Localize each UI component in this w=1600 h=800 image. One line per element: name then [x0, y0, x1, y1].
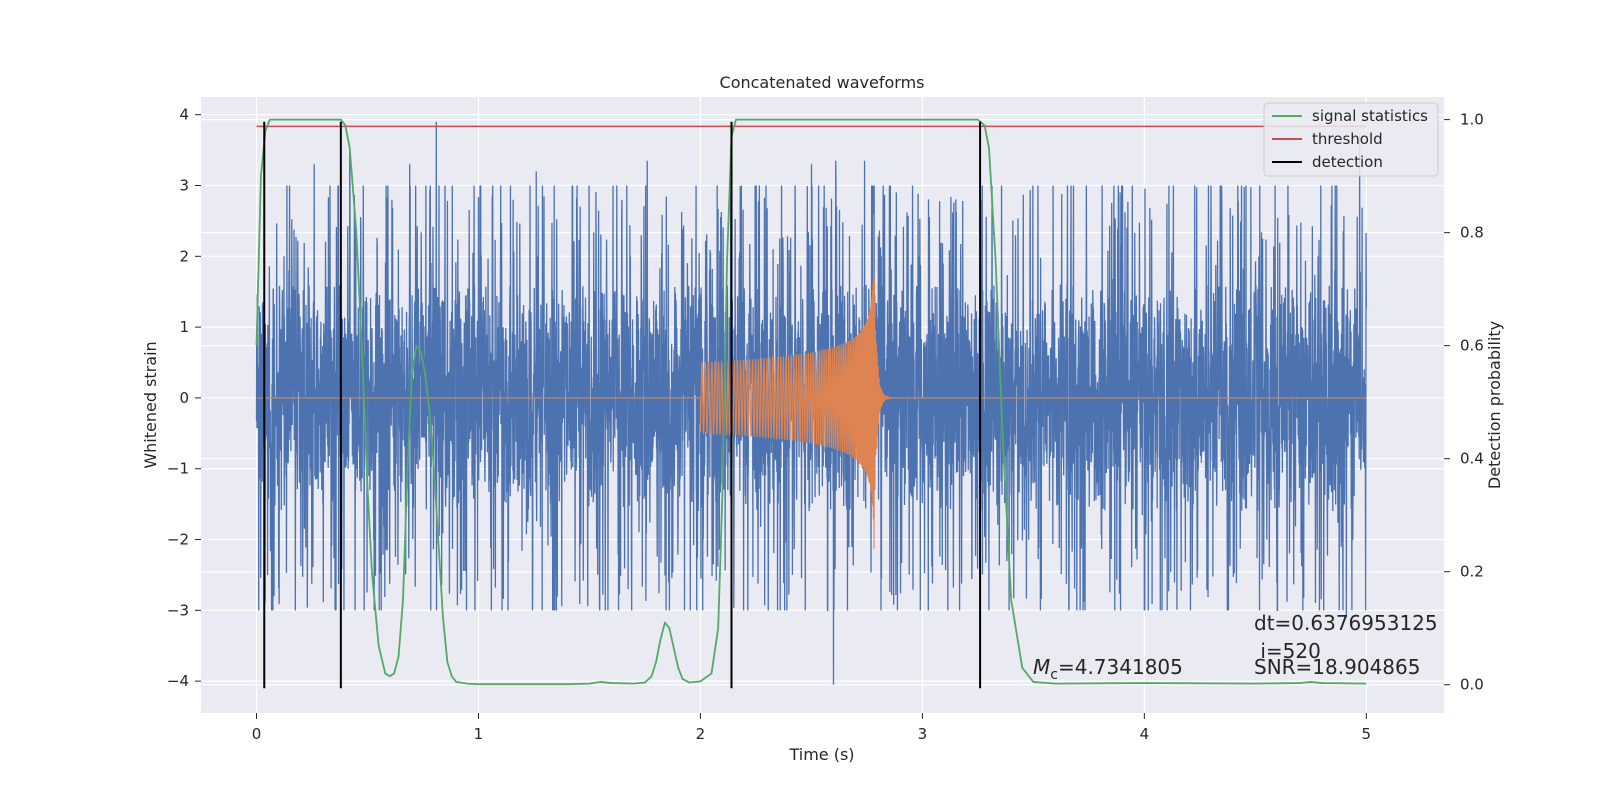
y2-tick-label: 0.8 [1460, 224, 1484, 242]
signal-statistics-line [255, 118, 1367, 686]
legend-box [1263, 102, 1439, 177]
y-tick-label: −2 [167, 531, 189, 549]
y2-tick-label: 0.4 [1460, 450, 1484, 468]
legend: signal statistics threshold detection [1263, 102, 1439, 177]
y-tick-label: 3 [179, 177, 189, 195]
annotation-chirp-mass-value: =4.7341805 [1058, 655, 1183, 679]
ticks: 0 1 2 3 4 5 −4 −3 −2 −1 0 1 2 3 4 0.0 0.2 0.4 0.6 0.8 1.0 [167, 106, 1484, 743]
y-tick-label: 0 [179, 389, 189, 407]
y-tick-label: 4 [179, 106, 189, 124]
x-tick-label: 1 [474, 725, 484, 743]
y-tick-label: 1 [179, 318, 189, 336]
y2-tick-label: 0.6 [1460, 337, 1484, 355]
y2-tick-label: 0.2 [1460, 563, 1484, 581]
x-tick-label: 3 [918, 725, 928, 743]
y-tick-label: −3 [167, 601, 189, 619]
x-tick-label: 5 [1362, 725, 1372, 743]
legend-label-threshold: threshold [1312, 130, 1383, 148]
y2-tick-label: 1.0 [1460, 111, 1484, 129]
x-tick-label: 4 [1140, 725, 1150, 743]
strain-line [255, 121, 1367, 685]
data-layer [255, 118, 1367, 689]
y-tick-label: −4 [167, 672, 189, 690]
y-tick-label: 2 [179, 247, 189, 265]
annotations: dt=0.6376953125 i=520 SNR=18.904865 Mc=4… [1033, 611, 1438, 683]
x-tick-label: 2 [696, 725, 706, 743]
y2-axis-label: Detection probability [1485, 321, 1504, 489]
legend-label-detection: detection [1312, 153, 1383, 171]
annotation-snr: SNR=18.904865 [1254, 655, 1420, 679]
x-tick-label: 0 [252, 725, 262, 743]
annotation-chirp-mass: Mc=4.7341805 [1033, 655, 1183, 683]
y2-tick-label: 0.0 [1460, 676, 1484, 694]
y-axis-label: Whitened strain [141, 341, 160, 468]
annotation-dt: dt=0.6376953125 [1254, 611, 1438, 635]
y-tick-label: −1 [167, 460, 189, 478]
legend-label-signal-statistics: signal statistics [1312, 107, 1428, 125]
x-axis-label: Time (s) [788, 745, 854, 764]
chart-title: Concatenated waveforms [720, 73, 925, 92]
annotation-i: i=520 [1254, 639, 1321, 663]
